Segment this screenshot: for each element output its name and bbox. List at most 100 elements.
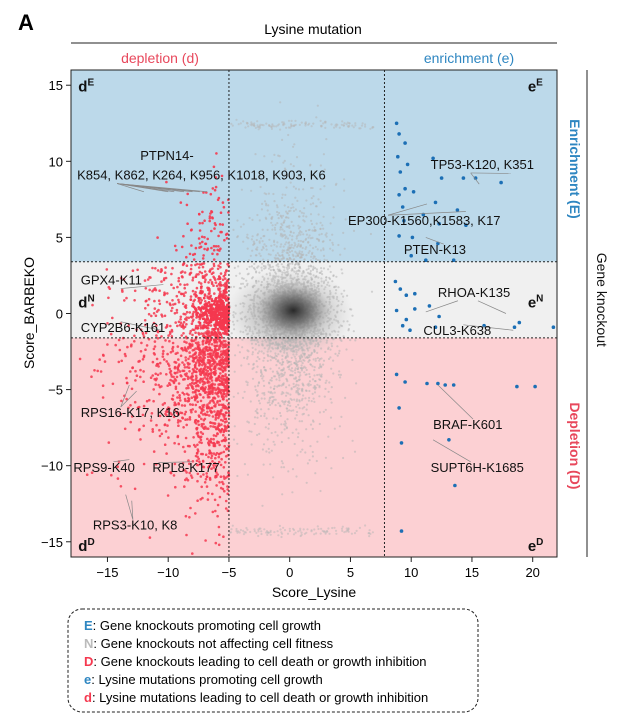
grey-point xyxy=(288,384,291,387)
red-point xyxy=(215,362,219,366)
grey-point xyxy=(287,126,290,129)
red-point xyxy=(166,292,169,295)
grey-point xyxy=(302,528,305,531)
grey-point xyxy=(339,253,342,256)
red-point xyxy=(153,377,156,381)
grey-point xyxy=(260,373,264,376)
red-point xyxy=(109,332,113,336)
red-point xyxy=(165,373,168,376)
red-point xyxy=(194,246,198,250)
blue-point xyxy=(398,287,403,291)
grey-point xyxy=(230,528,233,531)
grey-point xyxy=(322,359,326,362)
red-point xyxy=(195,396,199,399)
red-point xyxy=(129,370,132,373)
grey-point xyxy=(313,170,316,173)
grey-point xyxy=(283,423,286,426)
annotation-label: BRAF-K601 xyxy=(433,417,502,432)
red-point xyxy=(194,307,197,311)
red-point xyxy=(183,271,187,274)
grey-point xyxy=(247,259,251,262)
grey-point xyxy=(247,125,250,128)
red-point xyxy=(211,386,214,390)
red-point xyxy=(161,403,165,406)
red-point xyxy=(192,305,196,308)
red-point xyxy=(208,359,211,362)
red-point xyxy=(165,452,168,455)
red-point xyxy=(199,387,203,391)
grey-point xyxy=(295,398,299,401)
red-point xyxy=(155,357,159,361)
annotation-labels: PTPN14-K854, K862, K264, K956, K1018, K9… xyxy=(73,148,534,533)
red-point xyxy=(222,366,226,370)
red-point xyxy=(160,335,163,338)
grey-point xyxy=(272,192,275,196)
blue-point xyxy=(402,218,406,223)
grey-point xyxy=(345,527,348,530)
grey-point xyxy=(295,364,298,368)
red-point xyxy=(169,373,173,376)
grey-point xyxy=(256,411,259,414)
red-point xyxy=(224,362,228,366)
red-point xyxy=(189,506,192,510)
red-point xyxy=(189,403,192,406)
red-point xyxy=(212,434,216,437)
red-point xyxy=(203,236,206,239)
grey-point xyxy=(256,246,259,249)
red-point xyxy=(160,432,164,436)
grey-point xyxy=(286,212,289,215)
red-point xyxy=(181,361,184,364)
grey-point xyxy=(248,265,251,268)
grey-point xyxy=(271,399,274,402)
red-point xyxy=(172,303,175,306)
red-point xyxy=(210,379,214,382)
grey-point xyxy=(341,120,344,123)
red-point xyxy=(221,294,225,298)
annotation-label: CYP2B6-K161 xyxy=(81,320,166,335)
grey-point xyxy=(300,531,303,534)
red-point xyxy=(210,307,214,311)
red-point xyxy=(225,392,229,396)
grey-point xyxy=(256,433,259,437)
grey-point xyxy=(307,414,310,417)
quadrant-label: dD xyxy=(78,537,94,555)
red-point xyxy=(223,326,227,330)
red-point xyxy=(171,306,174,310)
grey-point xyxy=(322,410,325,413)
grey-point xyxy=(318,366,321,370)
grey-point xyxy=(287,254,291,257)
red-point xyxy=(212,437,215,441)
grey-point xyxy=(253,242,256,245)
red-point xyxy=(188,355,192,358)
red-point xyxy=(218,339,221,343)
red-point xyxy=(223,489,226,493)
red-point xyxy=(202,296,206,300)
grey-point xyxy=(289,231,292,234)
grey-point xyxy=(270,379,273,382)
grey-point xyxy=(250,124,253,127)
red-point xyxy=(188,416,192,419)
red-point xyxy=(199,367,203,371)
grey-point xyxy=(267,427,270,430)
red-point xyxy=(153,299,156,303)
red-point xyxy=(174,361,178,364)
red-point xyxy=(208,414,211,417)
red-point xyxy=(223,296,227,300)
red-point xyxy=(217,234,220,238)
red-point xyxy=(210,406,214,410)
red-point xyxy=(223,329,227,333)
grey-point xyxy=(263,356,266,360)
grey-point xyxy=(290,363,293,366)
grey-point xyxy=(314,386,318,389)
red-point xyxy=(149,376,153,380)
grey-point xyxy=(285,386,288,389)
red-point xyxy=(210,210,213,213)
red-point xyxy=(141,331,145,335)
red-point xyxy=(221,388,224,392)
grey-point xyxy=(329,239,332,242)
grey-point xyxy=(276,530,279,533)
annotation-leader xyxy=(437,384,474,420)
grey-point xyxy=(276,252,279,255)
grey-point xyxy=(251,367,254,371)
red-point xyxy=(197,306,201,309)
